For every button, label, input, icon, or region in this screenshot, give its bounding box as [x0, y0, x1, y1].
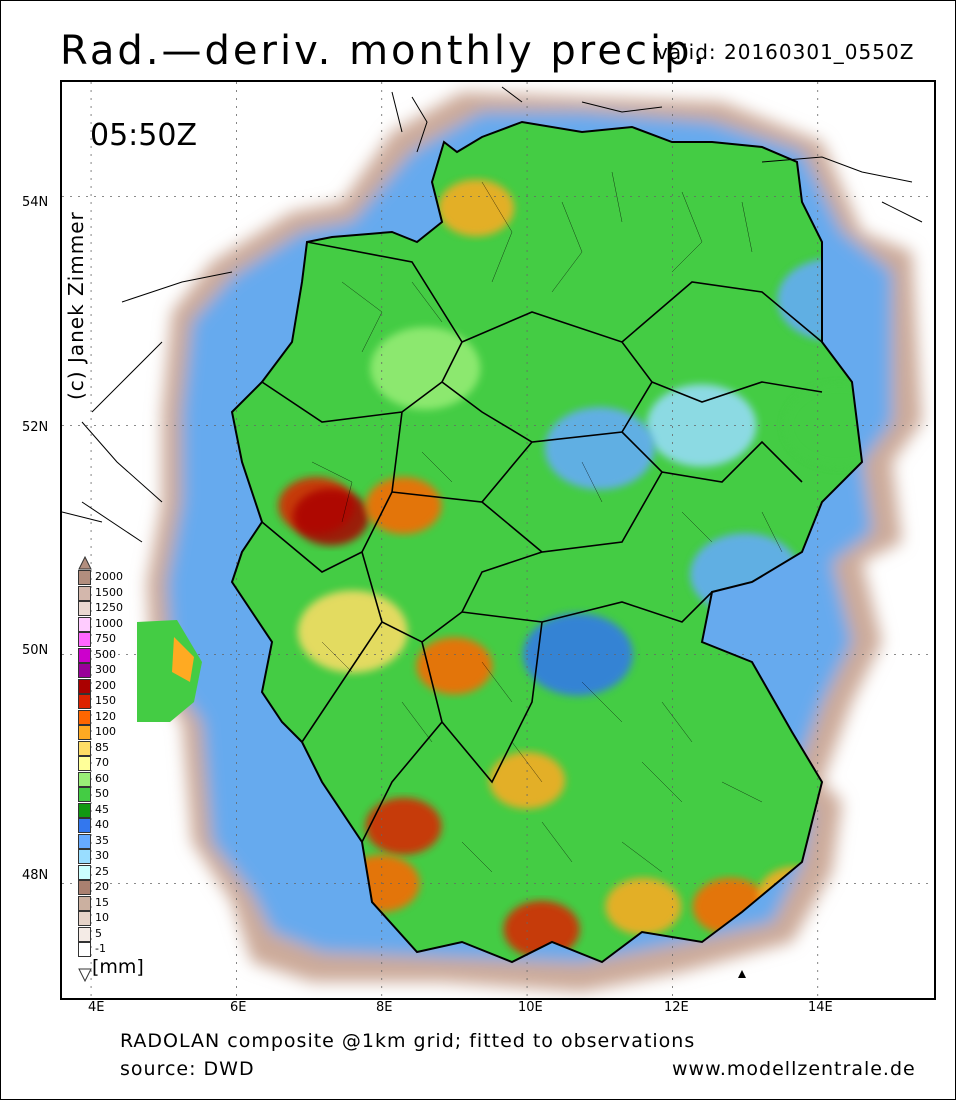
legend-label: 2000: [95, 570, 123, 583]
legend-label: 500: [95, 647, 116, 661]
legend-swatch: [78, 880, 91, 895]
marker-triangle: [738, 970, 746, 978]
legend-swatch: [78, 895, 91, 911]
legend-bottom-arrow-icon: [78, 968, 92, 982]
legend-swatch: [78, 926, 91, 942]
legend-swatch: [78, 942, 91, 957]
legend-label: 60: [95, 771, 109, 785]
lon-label-14E: 14E: [808, 1000, 833, 1015]
graticule: [62, 82, 934, 998]
legend-swatch: [78, 647, 91, 663]
legend-swatch: [78, 663, 91, 678]
legend-label: 1500: [95, 585, 123, 599]
legend-label: 25: [95, 864, 109, 878]
legend-label: 1250: [95, 601, 123, 614]
precip-cell: [416, 637, 493, 695]
legend-swatch: [78, 864, 91, 880]
precip-cell: [365, 797, 442, 855]
precip-cell: [438, 179, 515, 237]
legend-swatch: [78, 911, 91, 926]
precip-cell: [544, 407, 655, 490]
lat-label-48N: 48N: [22, 868, 49, 883]
precip-cell: [489, 751, 566, 809]
precip-cell: [365, 477, 442, 535]
legend-label: 70: [95, 756, 109, 769]
legend-swatch: [78, 678, 91, 694]
precip-cell: [646, 384, 757, 467]
precip-cell: [503, 900, 580, 958]
legend-label: 85: [95, 740, 109, 754]
lon-label-8E: 8E: [376, 1000, 393, 1015]
legend-swatch: [78, 849, 91, 864]
legend-swatch: [78, 632, 91, 647]
legend-swatch: [78, 709, 91, 725]
radar-fragment-west: [137, 620, 202, 722]
legend-swatch: [78, 616, 91, 632]
legend-swatch: [78, 694, 91, 709]
time-label: 05:50Z: [90, 118, 198, 153]
legend-swatch: [78, 725, 91, 740]
lat-label-50N: 50N: [22, 643, 49, 658]
legend-label: 100: [95, 725, 116, 738]
precipitation-map[interactable]: [60, 80, 936, 1000]
page-title: Rad.—deriv. monthly precip.: [60, 28, 709, 74]
legend-label: 150: [95, 694, 116, 707]
legend-label: 50: [95, 787, 109, 800]
legend-label: -1: [95, 942, 106, 955]
copyright-label: (c) Janek Zimmer: [64, 211, 88, 400]
legend-label: 120: [95, 709, 116, 723]
legend-swatch: [78, 570, 91, 585]
precip-cell: [292, 488, 369, 546]
precip-cell: [605, 877, 682, 935]
lon-label-6E: 6E: [230, 1000, 247, 1015]
legend-swatch: [78, 818, 91, 833]
valid-time: valid: 20160301_0550Z: [656, 40, 915, 64]
legend-swatch: [78, 585, 91, 601]
legend-label: 20: [95, 880, 109, 893]
state-borders: [261, 241, 823, 843]
legend-label: 40: [95, 818, 109, 831]
legend-swatch: [78, 740, 91, 756]
lon-label-12E: 12E: [664, 1000, 689, 1015]
legend-label: 200: [95, 678, 116, 692]
legend-label: 300: [95, 663, 116, 676]
lon-label-4E: 4E: [88, 1000, 105, 1015]
footer-description: RADOLAN composite @1km grid; fitted to o…: [120, 1030, 696, 1052]
footer-source: source: DWD: [120, 1058, 255, 1080]
lat-label-54N: 54N: [22, 195, 49, 210]
map-canvas: [62, 82, 934, 998]
legend-label: 1000: [95, 616, 123, 630]
legend-label: 750: [95, 632, 116, 645]
district-borders: [311, 171, 783, 873]
lat-label-52N: 52N: [22, 420, 49, 435]
legend-swatch: [78, 802, 91, 818]
precip-cell: [370, 327, 481, 410]
legend-unit: [mm]: [92, 956, 144, 978]
legend-swatch: [78, 601, 91, 616]
legend-label: 45: [95, 802, 109, 816]
precip-cell: [297, 590, 408, 673]
footer-website-link[interactable]: www.modellzentrale.de: [672, 1058, 916, 1080]
legend-swatch: [78, 771, 91, 787]
precip-cell: [522, 613, 633, 696]
legend-top-arrow-icon: [78, 556, 92, 570]
lon-label-10E: 10E: [518, 1000, 543, 1015]
legend-swatch: [78, 756, 91, 771]
legend-swatch: [78, 833, 91, 849]
legend-label: 10: [95, 911, 109, 924]
legend-swatch: [78, 787, 91, 802]
legend-label: 15: [95, 895, 109, 909]
legend-label: 35: [95, 833, 109, 847]
legend-label: 30: [95, 849, 109, 862]
legend-label: 5: [95, 926, 102, 940]
color-scale-legend: [mm] 2000 1500 1250 1000 750 500 300 200 150 120 1…: [78, 556, 198, 996]
neighbor-coastlines: [62, 86, 923, 543]
